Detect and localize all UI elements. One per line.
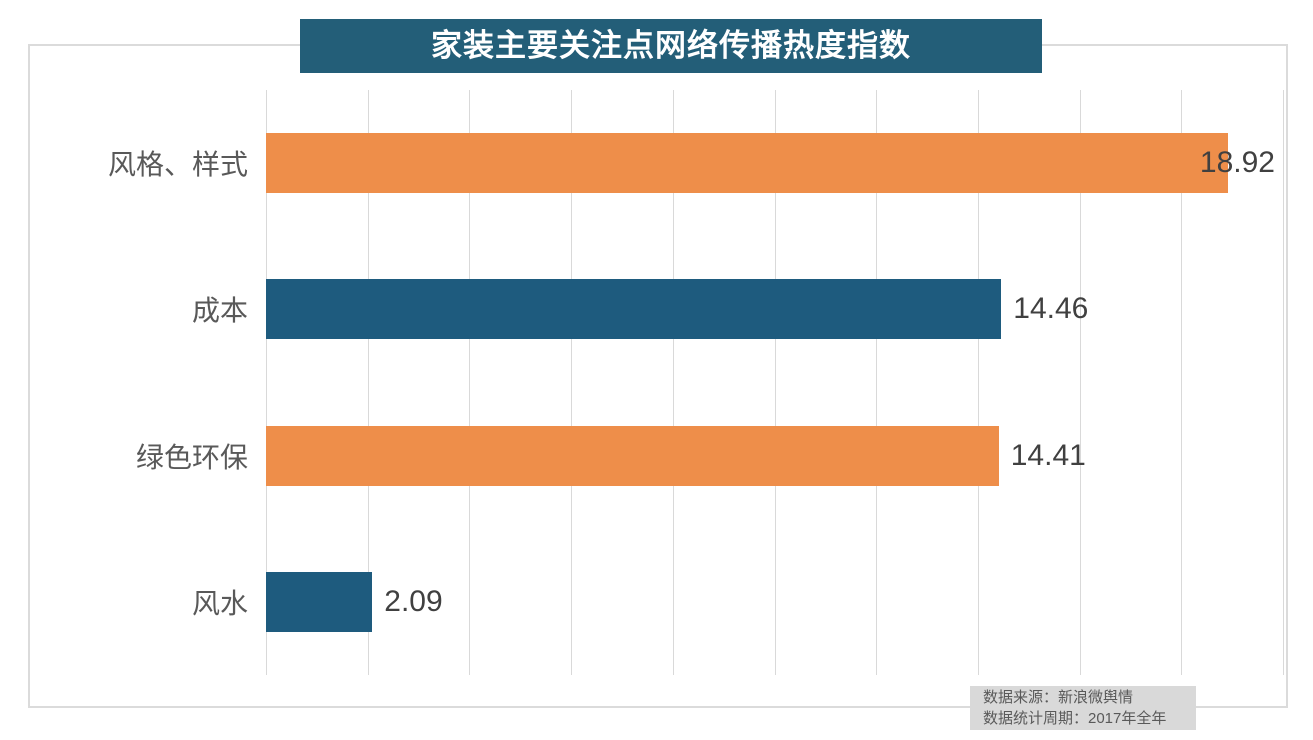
category-label: 成本 (191, 295, 248, 327)
chart-row: 成本 14.46 (28, 236, 1283, 382)
bar-track: 18.92 (266, 133, 1283, 194)
gridline (1283, 90, 1284, 675)
bar-track: 2.09 (266, 571, 1283, 632)
gridline (977, 90, 979, 675)
chart-rows: 风格、样式 18.92 成本 14.46 绿色环保 14.41 (28, 90, 1283, 675)
gridline (469, 90, 471, 675)
gridline (1079, 90, 1081, 675)
value-label: 2.09 (384, 584, 443, 618)
category-label: 风水 (191, 587, 248, 619)
bar: 2.09 (266, 571, 443, 632)
source-line-2: 数据统计周期：2017年全年 (983, 710, 1167, 727)
bar-track: 14.41 (266, 425, 1283, 486)
gridline (266, 90, 267, 675)
bar-track: 14.46 (266, 279, 1283, 340)
plot-area (266, 90, 1284, 675)
bar: 18.92 (266, 133, 1275, 194)
bar: 14.41 (266, 425, 1086, 486)
chart-row: 风水 2.09 (28, 529, 1283, 675)
chart-title: 家装主要关注点网络传播热度指数 (300, 19, 1042, 73)
category-label: 绿色环保 (135, 441, 248, 473)
value-label: 18.92 (1199, 146, 1275, 180)
chart-row: 风格、样式 18.92 (28, 90, 1283, 236)
bar: 14.46 (266, 279, 1088, 340)
gridline (876, 90, 878, 675)
source-line-1: 数据来源：新浪微舆情 (983, 689, 1134, 706)
source-note: 数据来源：新浪微舆情 数据统计周期：2017年全年 (970, 686, 1196, 730)
gridline (672, 90, 674, 675)
value-label: 14.41 (1010, 438, 1086, 472)
gridline (571, 90, 573, 675)
chart-row: 绿色环保 14.41 (28, 383, 1283, 529)
gridline (774, 90, 776, 675)
value-label: 14.46 (1013, 292, 1089, 326)
gridline (367, 90, 369, 675)
category-label: 风格、样式 (107, 149, 248, 181)
gridline (1181, 90, 1183, 675)
